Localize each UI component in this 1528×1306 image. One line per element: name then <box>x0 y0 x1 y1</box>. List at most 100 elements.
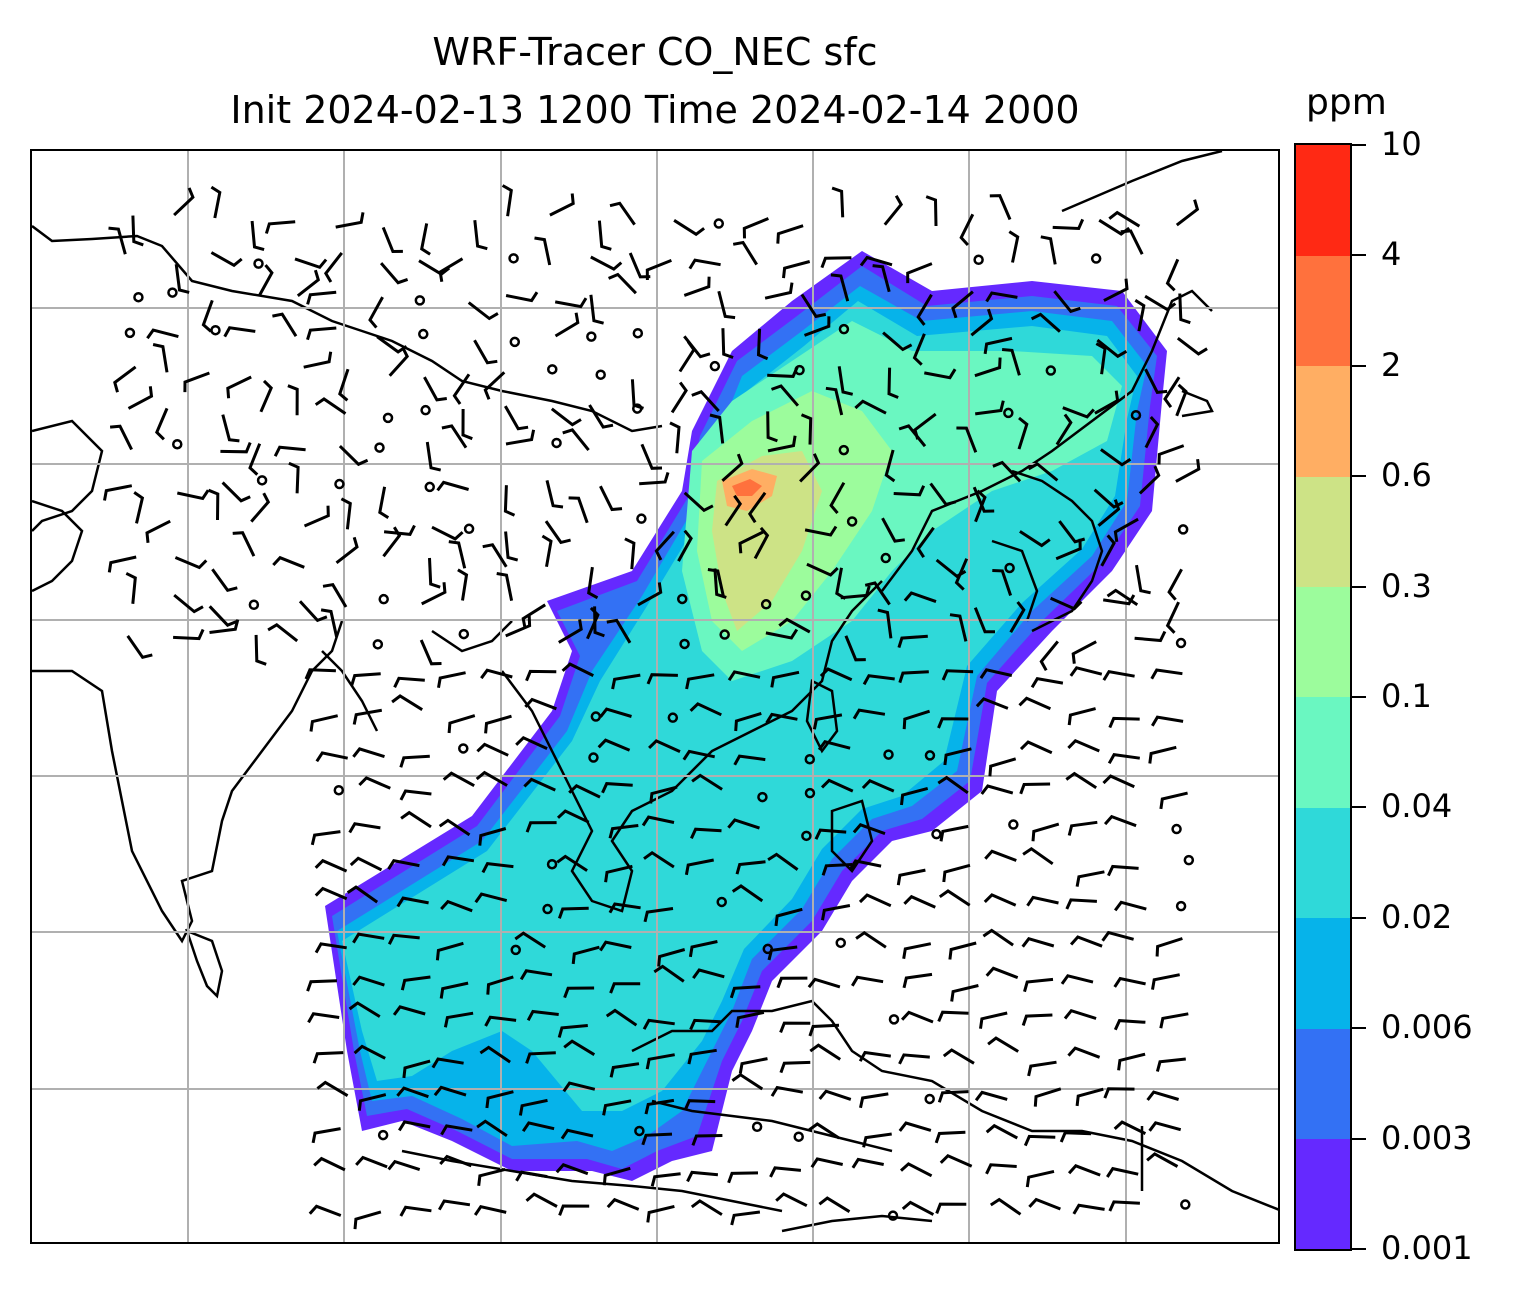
wind-barb <box>733 754 766 766</box>
wind-barb <box>624 537 636 570</box>
wind-barb <box>309 714 339 732</box>
wind-barb <box>1135 564 1151 595</box>
wind-barb <box>335 212 365 229</box>
calm-wind-circle <box>418 328 429 340</box>
wind-barb <box>174 556 208 570</box>
wind-barb <box>557 906 589 919</box>
wind-barb <box>387 1159 421 1172</box>
wind-barb <box>775 1192 808 1208</box>
wind-barb <box>766 411 778 443</box>
calm-wind-circle <box>510 944 521 956</box>
wind-barb <box>810 1157 844 1169</box>
wind-barb <box>742 217 769 239</box>
wind-barb <box>473 339 498 365</box>
wind-barb <box>735 860 766 875</box>
wind-barb <box>1167 568 1183 601</box>
wind-barb <box>1102 594 1136 606</box>
wind-barb <box>1102 774 1135 789</box>
calm-wind-circle <box>458 743 469 754</box>
wind-barb <box>558 619 583 644</box>
wind-barb <box>949 613 968 642</box>
calm-wind-circle <box>542 903 553 915</box>
wind-barb <box>358 776 391 790</box>
wind-barb <box>568 784 601 799</box>
wind-barb <box>461 408 473 441</box>
calm-wind-circle <box>374 442 385 453</box>
wind-barb <box>602 1166 631 1186</box>
calm-wind-circle <box>846 516 858 527</box>
wind-barb <box>382 526 402 558</box>
wind-barb <box>383 524 416 536</box>
wind-barb <box>881 517 905 543</box>
wind-barb <box>556 854 588 872</box>
calm-wind-circle <box>1180 1199 1191 1210</box>
wind-barb <box>1176 337 1208 356</box>
wind-barb <box>859 255 893 267</box>
wind-barb <box>387 859 420 870</box>
wind-barb <box>524 697 557 711</box>
wind-barb <box>402 1059 431 1079</box>
wind-barb <box>433 1085 467 1097</box>
wind-barb <box>641 1132 673 1146</box>
wind-barb <box>644 1098 675 1115</box>
wind-barb <box>440 899 473 913</box>
wind-barb <box>103 484 133 501</box>
wind-barb <box>436 480 470 492</box>
calm-wind-circle <box>172 438 183 450</box>
colorbar-tick <box>1352 585 1366 588</box>
wind-barb <box>1108 210 1141 228</box>
colorbar-tick <box>1352 1248 1366 1250</box>
wind-barb <box>1060 974 1094 985</box>
calm-wind-circle <box>804 787 816 799</box>
wind-barb <box>898 424 927 448</box>
wind-barb <box>183 371 210 393</box>
colorbar-segment <box>1296 807 1350 919</box>
wind-barb <box>974 1090 1008 1102</box>
wind-barb <box>916 526 935 559</box>
wind-barb <box>525 1051 556 1064</box>
calm-wind-circle <box>973 254 984 266</box>
wind-barb <box>314 397 347 415</box>
wind-barb <box>1019 782 1051 795</box>
wind-barb <box>1108 1200 1140 1212</box>
wind-barb <box>439 981 469 999</box>
wind-barb <box>501 184 513 217</box>
wind-barb <box>897 634 928 649</box>
calm-wind-circle <box>801 830 812 842</box>
wind-barb <box>597 738 631 752</box>
wind-barb <box>107 555 137 573</box>
wind-barb <box>316 1080 349 1097</box>
wind-barb <box>887 367 899 399</box>
calm-wind-circle <box>1171 823 1182 835</box>
wind-barb <box>400 975 431 991</box>
wind-barb <box>770 1085 804 1097</box>
wind-barb <box>108 226 127 255</box>
calm-wind-circle <box>463 523 475 535</box>
wind-barb <box>525 669 557 682</box>
wind-barb <box>145 519 171 543</box>
wind-barb <box>376 335 408 354</box>
wind-barb <box>350 672 381 686</box>
wind-barb <box>814 828 847 840</box>
wind-barb <box>259 379 273 413</box>
wind-barb <box>821 863 853 876</box>
wind-barb <box>637 582 663 607</box>
wind-barb <box>176 489 210 501</box>
colorbar <box>1294 143 1352 1251</box>
wind-barb <box>950 984 979 1002</box>
co-concentration-field <box>325 251 1167 1181</box>
wind-barb <box>643 850 675 869</box>
wind-barb <box>1072 1203 1105 1215</box>
colorbar-tick <box>1352 916 1366 919</box>
wind-barb <box>352 932 385 944</box>
wind-barb <box>1106 1166 1139 1178</box>
wind-barb <box>568 496 589 524</box>
wind-barb <box>125 572 137 604</box>
wind-barb <box>685 673 715 690</box>
wind-barb <box>440 1124 473 1136</box>
calm-wind-circle <box>835 937 846 949</box>
wind-barb <box>1095 342 1107 375</box>
wind-barb <box>1093 488 1124 509</box>
wind-barb <box>808 1122 840 1140</box>
wind-barb <box>353 1210 382 1230</box>
